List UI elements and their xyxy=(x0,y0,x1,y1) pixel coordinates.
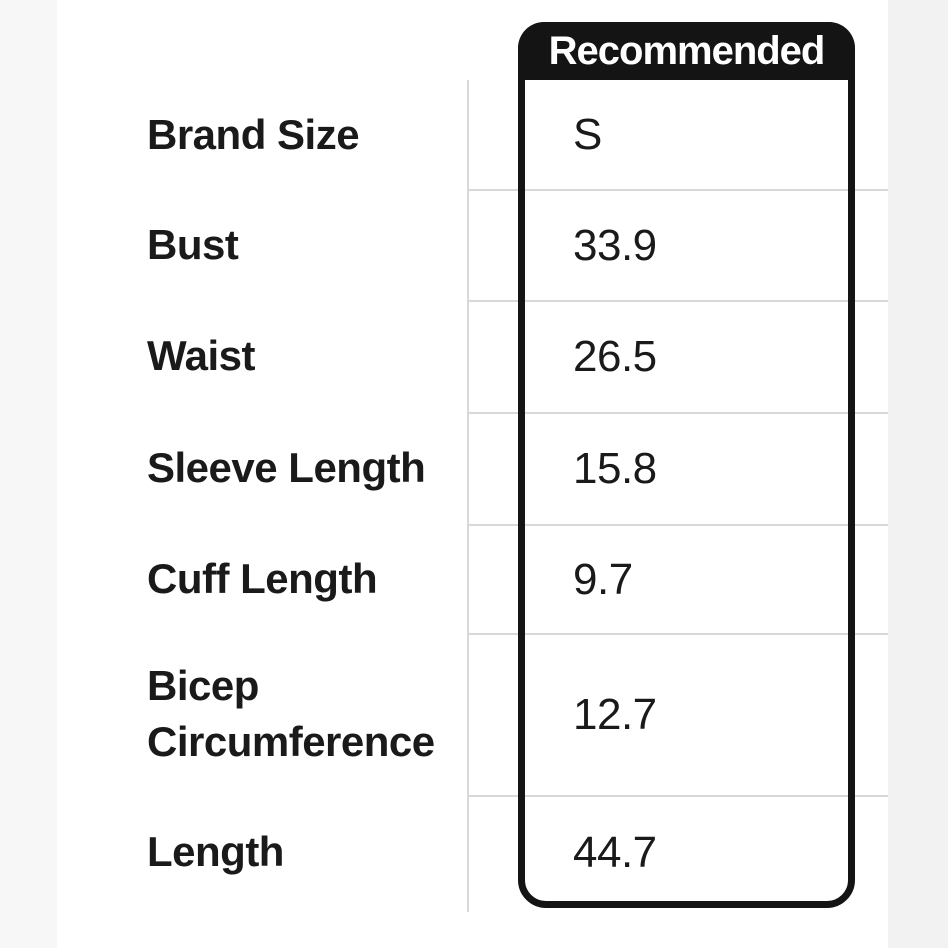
left-margin-strip xyxy=(0,0,57,948)
row-label: Length xyxy=(147,827,284,875)
row-value: 44.7 xyxy=(467,795,888,908)
row-value: S xyxy=(573,109,602,159)
table-row: Brand Size S xyxy=(0,80,888,189)
table-row: Sleeve Length 15.8 xyxy=(0,412,888,524)
row-value: 15.8 xyxy=(467,412,888,524)
row-value: 33.9 xyxy=(467,189,888,300)
size-chart-rows: Brand Size S Bust 33.9 Waist 26.5 Sleeve Lengt… xyxy=(0,80,888,908)
row-value: 12.7 xyxy=(467,633,888,795)
table-row: Waist 26.5 xyxy=(0,300,888,412)
table-row: Bust 33.9 xyxy=(0,189,888,300)
row-label: Bicep Circumference xyxy=(147,662,435,765)
table-row: Cuff Length 9.7 xyxy=(0,524,888,633)
row-value: 26.5 xyxy=(467,300,888,412)
column-divider-line xyxy=(467,80,469,912)
row-label: Brand Size xyxy=(147,110,360,158)
recommended-column-header: Recommended xyxy=(518,22,855,80)
row-value: 9.7 xyxy=(467,524,888,633)
table-row: Bicep Circumference 12.7 xyxy=(0,633,888,795)
right-margin-strip xyxy=(888,0,948,948)
table-row: Length 44.7 xyxy=(0,795,888,908)
row-label: Waist xyxy=(147,332,255,380)
row-label: Sleeve Length xyxy=(147,444,426,492)
row-label: Cuff Length xyxy=(147,554,378,602)
row-label: Bust xyxy=(147,220,239,268)
